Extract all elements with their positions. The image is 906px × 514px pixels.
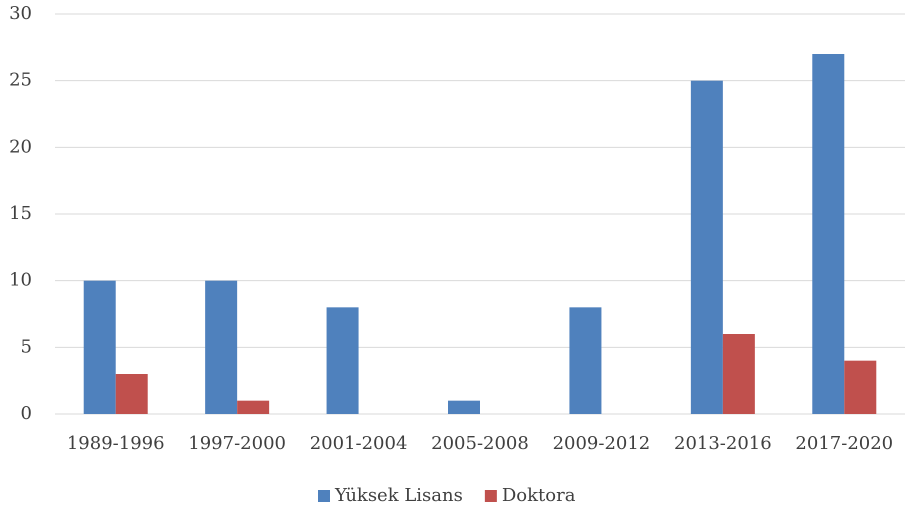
y-tick-label: 5 (21, 336, 32, 357)
bar (844, 360, 877, 414)
x-tick-label: 2017-2020 (795, 433, 893, 454)
x-tick-label: 1997-2000 (188, 433, 286, 454)
y-tick-label: 10 (9, 270, 32, 291)
bar (326, 307, 359, 414)
y-tick-label: 15 (9, 203, 32, 224)
y-tick-label: 20 (9, 136, 32, 157)
x-tick-label: 2009-2012 (553, 433, 651, 454)
legend-swatch (484, 490, 497, 502)
bar (448, 400, 480, 414)
y-tick-label: 30 (9, 3, 32, 24)
x-tick-label: 1989-1996 (67, 433, 165, 454)
bar (569, 307, 602, 414)
bar (722, 334, 755, 414)
bar (812, 54, 845, 414)
x-tick-label: 2013-2016 (674, 433, 772, 454)
x-tick-label: 2005-2008 (431, 433, 529, 454)
y-tick-label: 25 (9, 70, 32, 91)
legend-label: Doktora (502, 485, 576, 506)
y-tick-label: 0 (21, 403, 32, 424)
bar (237, 400, 270, 414)
bar (205, 280, 238, 414)
legend-swatch (318, 490, 330, 502)
bar (115, 374, 148, 414)
bar (83, 280, 116, 414)
x-tick-label: 2001-2004 (310, 433, 408, 454)
legend-label: Yüksek Lisans (334, 485, 463, 506)
bar (690, 80, 723, 415)
